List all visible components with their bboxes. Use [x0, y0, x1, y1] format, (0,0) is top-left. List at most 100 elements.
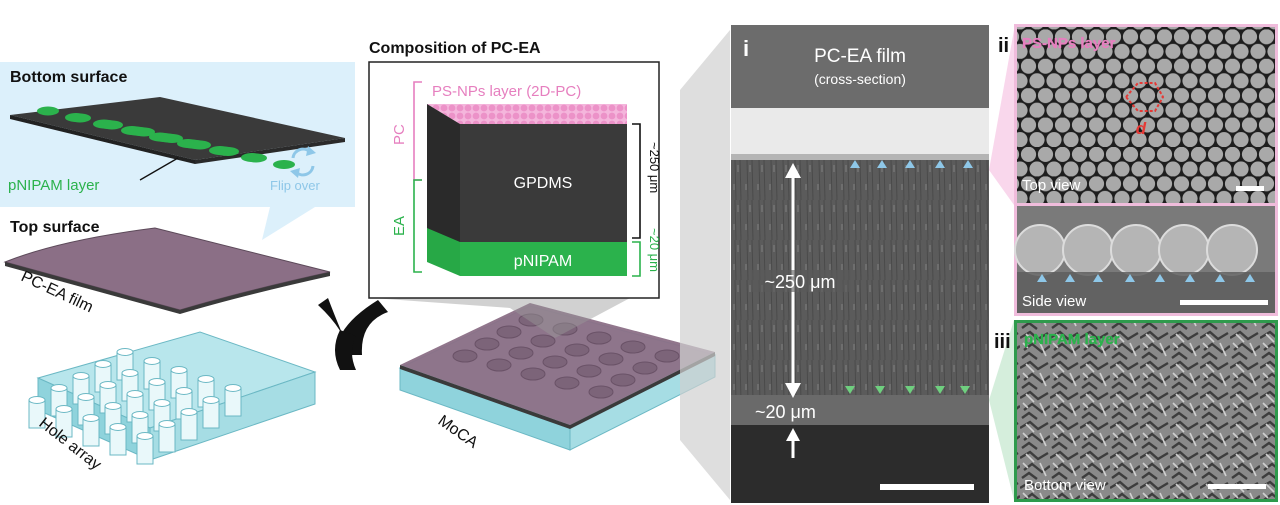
- panel-i-index: i: [743, 36, 749, 61]
- hole-cylinder-top: [180, 408, 198, 416]
- moca-label: MoCA: [435, 412, 481, 452]
- blue-marker: [1155, 274, 1165, 282]
- panel-i-title: PC-EA film: [814, 46, 906, 67]
- hole-cylinder-top: [158, 420, 176, 428]
- hole-cylinder-top: [175, 387, 193, 395]
- composition-panel: Composition of PC-EA PS-NPs layer (2D-PC…: [368, 40, 662, 299]
- blue-marker: [1093, 274, 1103, 282]
- hole-cylinder-top: [131, 411, 149, 419]
- gpdms-boundary-markers: [850, 160, 973, 168]
- hole-cylinder-top: [136, 432, 154, 440]
- hole-cylinders: [28, 348, 242, 465]
- bottom-surface-panel: Bottom surface pNIPAM layer Flip over: [0, 62, 355, 207]
- ps-np-layer: [427, 104, 627, 124]
- moca-dome: [598, 352, 624, 366]
- merge-arrow: [318, 298, 388, 370]
- pnipam-dot: [69, 113, 91, 123]
- pnipam-cross-section: [731, 395, 989, 425]
- pnipam-side: [427, 228, 460, 276]
- moca-dome: [496, 325, 522, 339]
- moca-dome: [588, 385, 614, 399]
- pc-label: PC: [391, 124, 408, 145]
- hole-cylinder-top: [104, 402, 122, 410]
- blue-marker: [1245, 274, 1255, 282]
- pnipam-dot: [245, 153, 267, 163]
- ea-label: EA: [391, 216, 408, 236]
- moca-dome: [610, 373, 636, 387]
- hole-cylinder-top: [126, 390, 144, 398]
- hole-cylinder-top: [99, 381, 117, 389]
- panel-ii-index: ii: [998, 35, 1009, 57]
- hole-cylinder-top: [28, 396, 46, 404]
- top-surface-title: Top surface: [10, 219, 100, 236]
- moca-dome: [576, 364, 602, 378]
- moca-dome: [452, 349, 478, 363]
- hole-cylinder-top: [55, 405, 73, 413]
- top-view-image: [1017, 27, 1275, 203]
- pnipam-panel: iii pNIPAM layer Bottom view: [994, 320, 1278, 502]
- hole-cylinder: [109, 426, 127, 456]
- np-sphere: [1158, 224, 1210, 276]
- sem-top-region: [731, 25, 989, 110]
- hole-cylinder-top: [143, 357, 161, 365]
- moca-dome: [552, 322, 578, 336]
- pnipam-dot: [189, 140, 211, 150]
- hole-cylinder: [180, 411, 198, 441]
- hole-cylinder: [224, 387, 242, 417]
- hole-cylinder-top: [77, 393, 95, 401]
- pnipam-block-label: pNIPAM: [514, 253, 572, 270]
- moca-dome: [474, 337, 500, 351]
- moca-dome: [564, 343, 590, 357]
- pnipam-dot: [273, 160, 295, 169]
- bottom-layer-arrow: [786, 428, 800, 441]
- blue-marker: [935, 160, 945, 168]
- hole-cylinder-top: [202, 396, 220, 404]
- moca-dome: [554, 376, 580, 390]
- blue-marker: [1185, 274, 1195, 282]
- hole-cylinder-top: [94, 360, 112, 368]
- blue-marker: [963, 160, 973, 168]
- pnipam-boundary-markers: [845, 386, 970, 394]
- pnipam-layer-label: pNIPAM layer: [8, 177, 99, 194]
- ps-layer-label: PS-NPs layer (2D-PC): [432, 83, 581, 100]
- hole-cylinder-top: [50, 384, 68, 392]
- moca-dome: [530, 334, 556, 348]
- blue-marker: [1037, 274, 1047, 282]
- panel-i-thickness-bottom: ~20 μm: [755, 402, 816, 422]
- pnipam-dot-array: [37, 106, 295, 169]
- moca-device: [398, 303, 717, 451]
- hole-cylinder-top: [148, 378, 166, 386]
- hole-cylinder-top: [224, 384, 242, 392]
- moca-dome: [542, 355, 568, 369]
- hole-cylinder-top: [109, 423, 127, 431]
- top-view-scale-bar: [1236, 186, 1264, 191]
- side-view-spheres: [1014, 224, 1258, 276]
- flip-over-icon: [290, 146, 316, 178]
- pnipam-dot: [37, 106, 59, 116]
- panel-ii-title: PS-NPs layer: [1022, 35, 1116, 52]
- side-view-label: Side view: [1022, 293, 1086, 310]
- gpdms-thickness-bracket: [632, 123, 641, 239]
- pnipam-thickness-label: ~20 μm: [647, 228, 662, 272]
- bottom-view-image: [1017, 323, 1275, 499]
- np-sphere: [1062, 224, 1114, 276]
- pnipam-pointer-line: [139, 157, 179, 181]
- hole-cylinder-top: [116, 348, 134, 356]
- panel-i-thickness-main: ~250 μm: [765, 272, 836, 292]
- blue-marker: [1125, 274, 1135, 282]
- moca-dome: [486, 358, 512, 372]
- np-sphere: [1014, 224, 1066, 276]
- gpdms-label: GPDMS: [514, 175, 573, 192]
- ea-bracket: [413, 179, 422, 273]
- panel-iii-title: pNIPAM layer: [1024, 331, 1120, 348]
- ps-np-band: [731, 108, 989, 156]
- bottom-view-label: Bottom view: [1024, 477, 1106, 494]
- blue-marker: [905, 160, 915, 168]
- sem-zoom-wedge: [680, 30, 730, 500]
- blue-marker: [850, 160, 860, 168]
- gpdms-front: [460, 124, 627, 228]
- bottom-plate-edge: [10, 115, 195, 164]
- composition-title: Composition of PC-EA: [369, 40, 541, 57]
- pc-ea-film: [3, 227, 331, 314]
